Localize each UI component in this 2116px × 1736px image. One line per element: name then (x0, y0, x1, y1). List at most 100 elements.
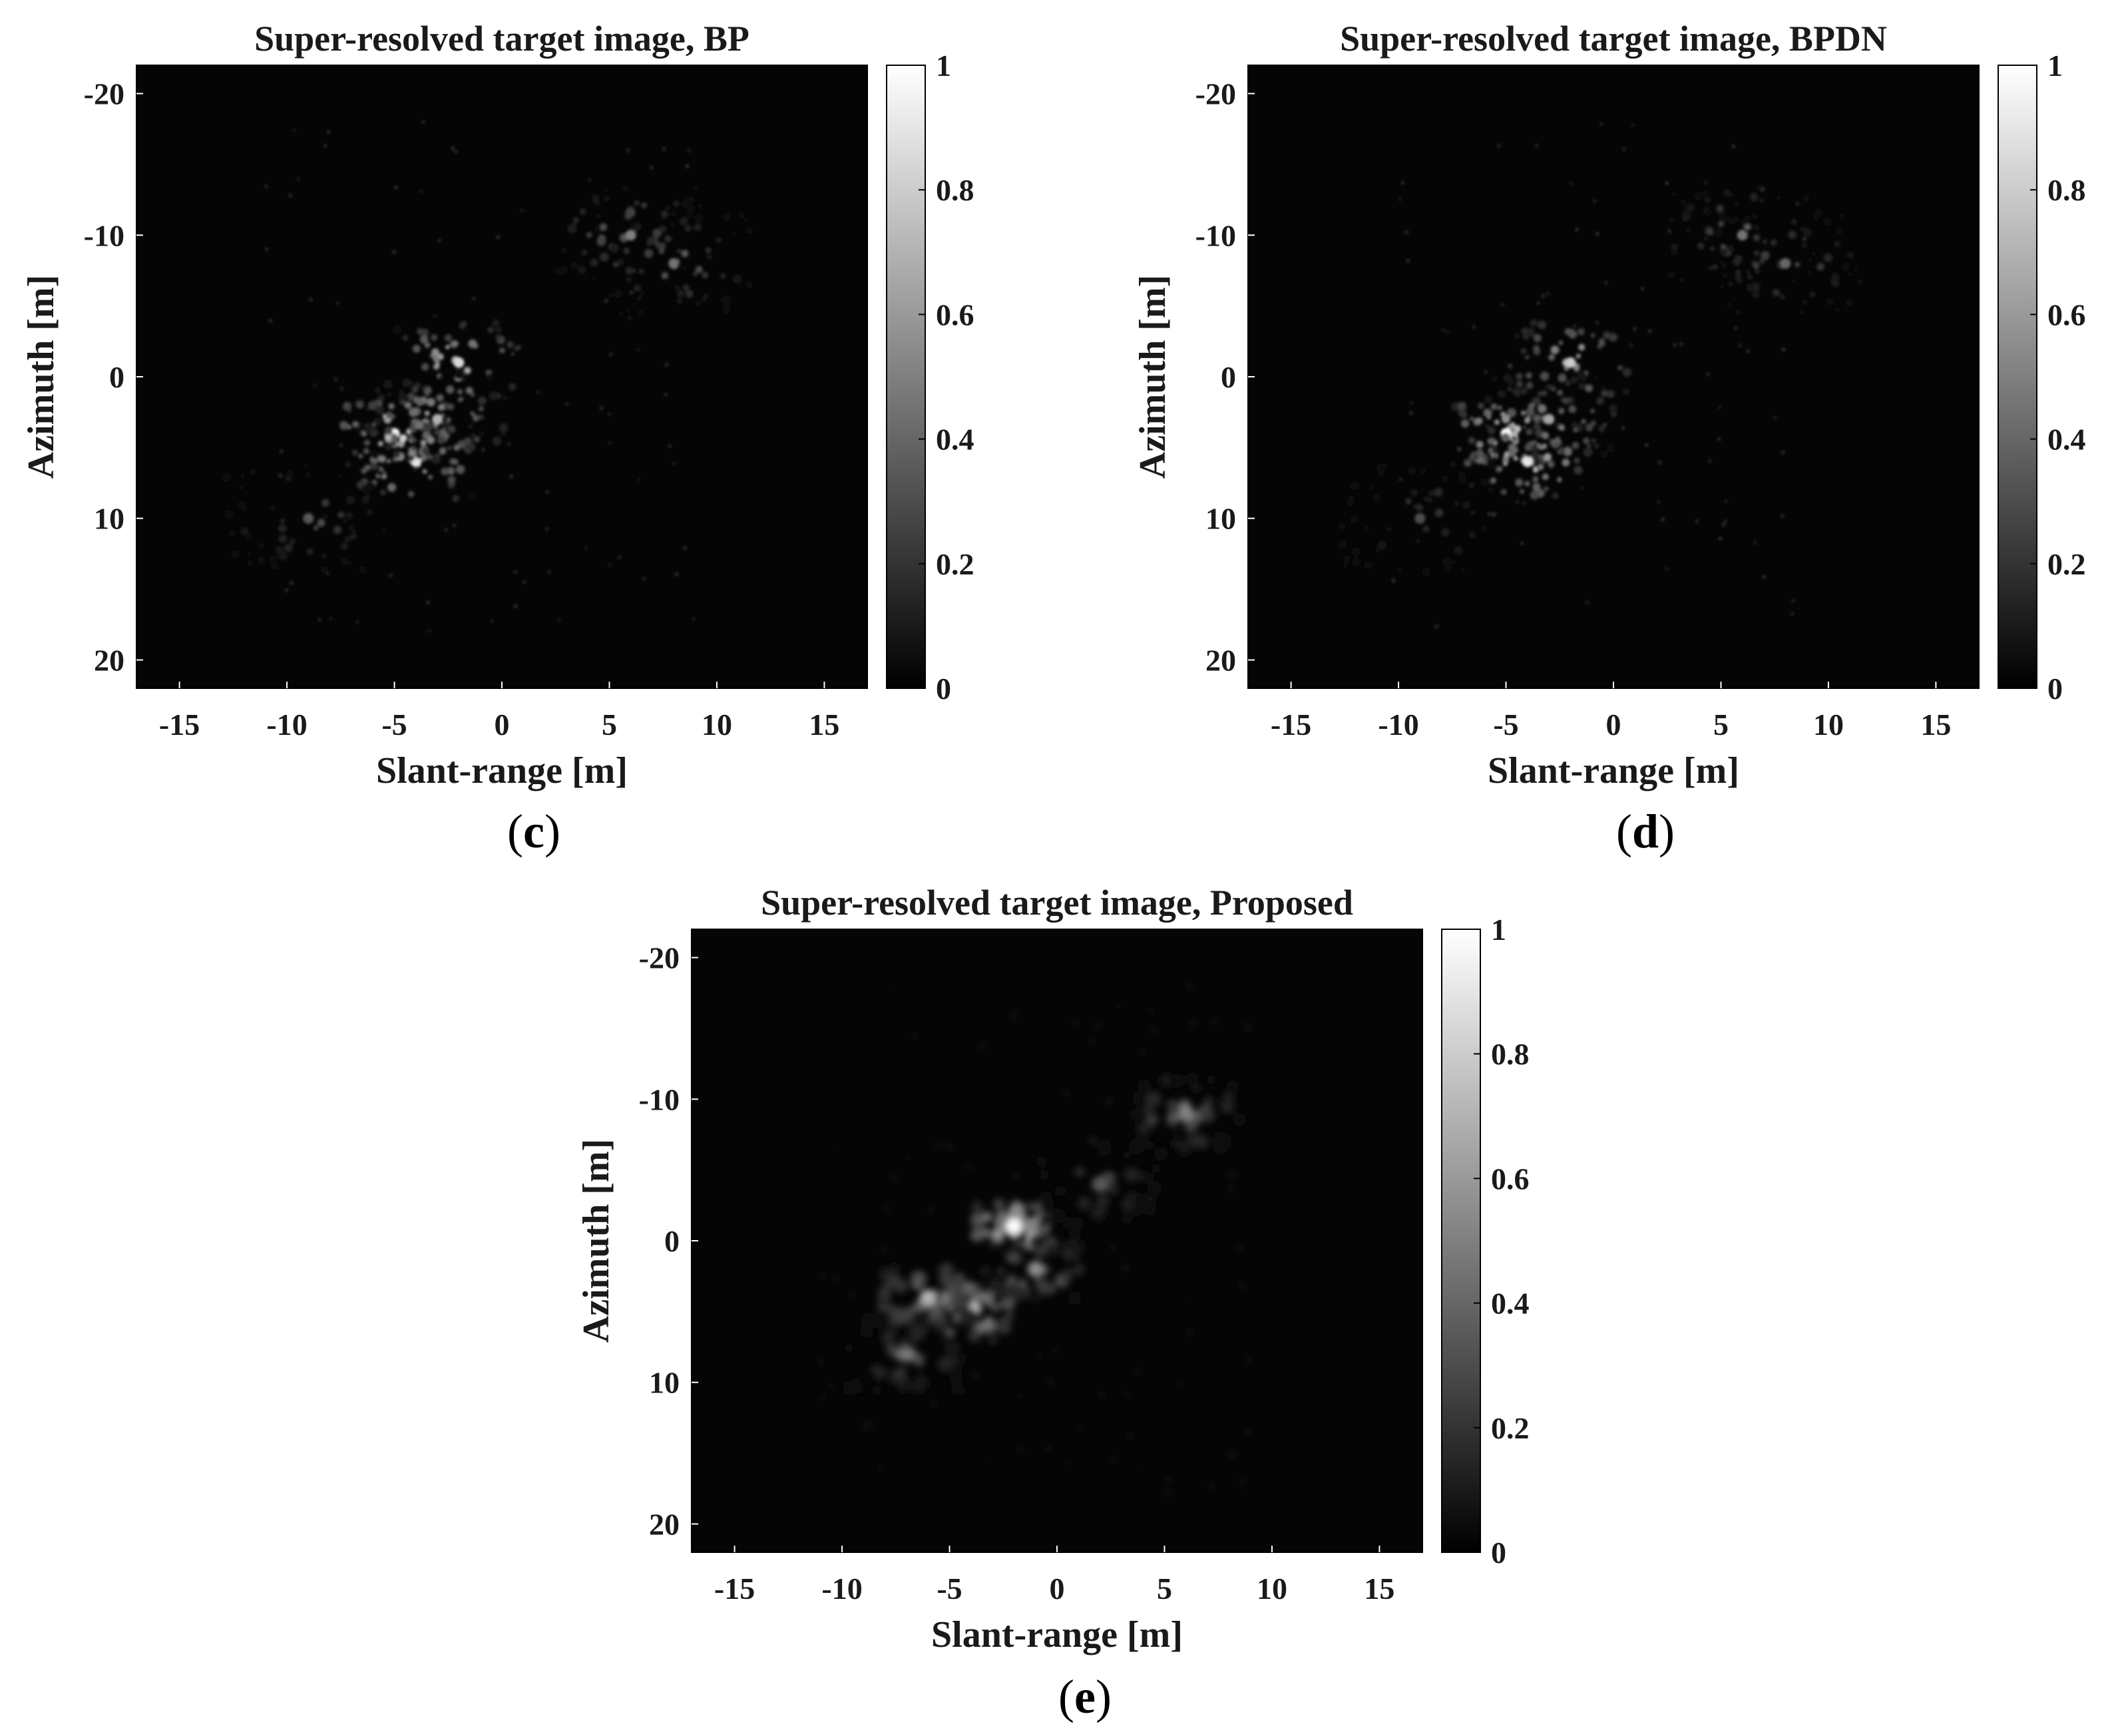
speckle-point (560, 247, 568, 254)
speckle-point (664, 393, 668, 396)
speckle-point (1645, 443, 1648, 447)
speckle-point (443, 432, 450, 439)
speckle-point (1486, 415, 1492, 420)
speckle-point (412, 345, 421, 353)
speckle-point (545, 527, 548, 531)
speckle-point (1593, 443, 1599, 449)
colorbar-tick-label: 0 (2047, 672, 2063, 706)
speckle-point (470, 411, 475, 416)
speckle-point (1105, 1103, 1108, 1106)
speckle-point (536, 390, 540, 393)
speckle-point (695, 266, 703, 274)
bright-point (920, 1289, 937, 1306)
speckle-point (1151, 1028, 1154, 1031)
speckle-point (1050, 1381, 1053, 1384)
speckle-point (1004, 1311, 1014, 1321)
speckle-point (402, 378, 411, 387)
speckle-point (1147, 1141, 1156, 1150)
speckle-point (889, 1263, 901, 1274)
speckle-point (1365, 526, 1369, 531)
speckle-point (1532, 397, 1541, 406)
y-tick-label: -10 (84, 218, 124, 252)
speckle-point (996, 1267, 1006, 1276)
speckle-point (1514, 425, 1522, 433)
speckle-point (1128, 1434, 1132, 1438)
speckle-point (1641, 287, 1644, 290)
speckle-point (470, 392, 475, 397)
colorbar-tick-label: 1 (1491, 913, 1506, 947)
speckle-point (1038, 1197, 1047, 1205)
speckle-point (246, 552, 251, 556)
speckle-point (554, 267, 563, 276)
speckle-point (997, 1321, 1011, 1335)
x-axis-label: Slant-range [m] (1488, 750, 1739, 791)
speckle-point (1039, 1170, 1050, 1181)
speckle-point (1067, 1461, 1070, 1464)
colorbar-tick-label: 0.6 (1491, 1162, 1530, 1195)
speckle-point (1410, 411, 1413, 415)
speckle-point (1693, 192, 1703, 201)
speckle-point (600, 252, 609, 262)
speckle-point (745, 226, 753, 235)
speckle-point (1419, 467, 1426, 475)
speckle-point (1532, 476, 1539, 483)
speckle-point (1722, 263, 1727, 268)
speckle-point (1487, 487, 1494, 493)
speckle-point (1531, 451, 1540, 461)
speckle-point (664, 235, 672, 243)
speckle-point (1601, 389, 1608, 397)
speckle-point (1631, 124, 1634, 127)
speckle-point (1101, 1152, 1104, 1155)
speckle-point (429, 353, 435, 359)
speckle-point (433, 355, 440, 363)
speckle-point (1558, 407, 1565, 415)
speckle-point (314, 383, 317, 387)
speckle-point (1727, 245, 1735, 252)
speckle-point (373, 417, 381, 425)
speckle-point (968, 1335, 971, 1338)
speckle-point (633, 222, 642, 231)
speckle-point (270, 506, 275, 511)
speckle-point (1781, 451, 1785, 454)
speckle-point (377, 441, 384, 447)
speckle-point (1422, 525, 1430, 533)
speckle-point (855, 1384, 864, 1394)
speckle-point (821, 1273, 825, 1277)
speckle-point (424, 341, 431, 348)
speckle-point (970, 1217, 981, 1228)
caption-d-letter: d (1631, 805, 1659, 858)
speckle-point (681, 250, 689, 258)
speckle-point (1559, 447, 1566, 454)
speckle-point (428, 629, 431, 632)
speckle-point (342, 401, 352, 411)
speckle-point (1137, 1078, 1152, 1093)
speckle-point (929, 1208, 933, 1211)
speckle-point (230, 550, 240, 558)
speckle-point (958, 1353, 968, 1363)
speckle-point (1401, 181, 1404, 184)
speckle-point (447, 446, 452, 451)
speckle-point (1753, 234, 1761, 242)
speckle-point (1201, 1108, 1215, 1122)
speckle-point (377, 470, 384, 477)
speckle-point (974, 1239, 977, 1242)
speckle-point (1520, 411, 1526, 416)
speckle-point (1159, 1073, 1174, 1088)
speckle-point (1138, 1469, 1141, 1472)
speckle-point (899, 1337, 909, 1347)
speckle-point (1591, 438, 1596, 443)
y-tick-label: 0 (1221, 360, 1236, 394)
speckle-point (1526, 407, 1535, 417)
speckle-point (670, 210, 677, 217)
speckle-point (1780, 294, 1785, 300)
speckle-point (1338, 540, 1347, 549)
speckle-point (468, 492, 477, 501)
speckle-point (1580, 487, 1584, 490)
speckle-point (609, 353, 612, 356)
speckle-point (1120, 1212, 1133, 1224)
colorbar-tick-label: 0.2 (936, 547, 974, 581)
speckle-point (1791, 219, 1797, 225)
speckle-point (591, 194, 600, 203)
y-tick-label: 20 (1205, 643, 1236, 677)
colorbar (1441, 929, 1481, 1553)
